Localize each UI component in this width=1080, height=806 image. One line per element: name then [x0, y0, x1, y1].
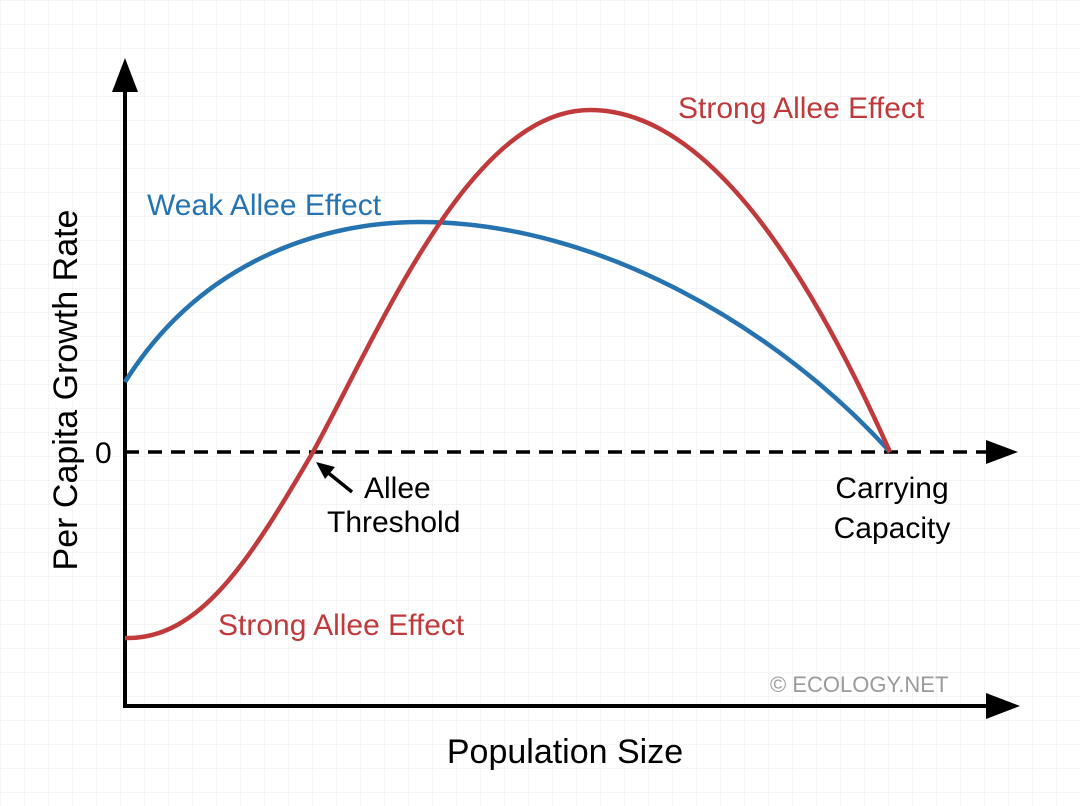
strong-allee-label-lower: Strong Allee Effect [218, 609, 465, 642]
strong-allee-curve [124, 107, 893, 641]
watermark: © ECOLOGY.NET [770, 672, 948, 697]
zero-tick-label: 0 [95, 437, 112, 470]
weak-allee-label: Weak Allee Effect [147, 189, 382, 222]
capacity-label-line1: Carrying [835, 472, 948, 505]
y-axis-label: Per Capita Growth Rate [47, 210, 85, 571]
threshold-arrowhead [316, 462, 335, 479]
strong-allee-label-upper: Strong Allee Effect [678, 92, 925, 125]
threshold-label-line2: Threshold [327, 506, 460, 539]
y-axis-arrowhead [112, 58, 138, 92]
threshold-label-line1: Allee [364, 472, 431, 505]
x-axis-label: Population Size [447, 733, 683, 771]
threshold-arrow [324, 469, 354, 494]
x-axis-arrowhead [986, 693, 1020, 719]
capacity-label-line2: Capacity [834, 512, 951, 545]
zero-line-arrowhead [986, 440, 1018, 464]
